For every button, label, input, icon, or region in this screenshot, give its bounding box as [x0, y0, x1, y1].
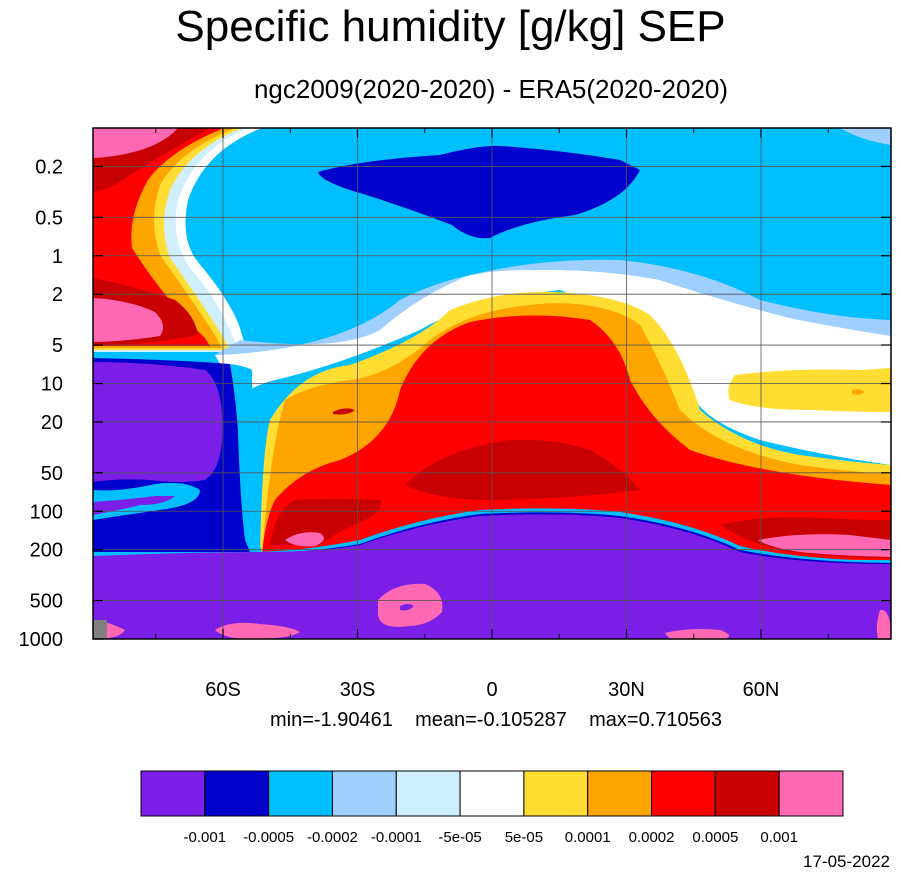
region-trop-red [262, 315, 891, 560]
colorbar: -0.001 -0.0005 -0.0002 -0.0001 -5e-05 5e-05 0.… [140, 770, 844, 846]
y-tick-label: 2 [52, 284, 63, 306]
y-tick-label: 100 [30, 501, 63, 523]
x-axis: 60S 30S 0 30N 60N [155, 128, 829, 701]
region-missing-data [93, 620, 107, 639]
colorbar-swatch [714, 770, 780, 817]
chart-title: Specific humidity [g/kg] SEP [175, 2, 726, 51]
region-trop-darkred-left [270, 499, 381, 545]
colorbar-swatch [140, 770, 206, 817]
x-tick-label: 60S [205, 679, 241, 701]
region-trop-darkred-center [405, 439, 640, 500]
y-tick-label: 10 [41, 374, 63, 396]
colorbar-label: -5e-05 [438, 829, 481, 846]
y-tick-label: 0.5 [35, 207, 63, 229]
colorbar-swatch [268, 770, 333, 817]
colorbar-label: 0.001 [760, 829, 798, 846]
region-left-pink-mid [93, 298, 164, 342]
colorbar-label: -0.0001 [371, 829, 422, 846]
colorbar-swatch [587, 770, 653, 817]
region-upper-right-lightblue [840, 128, 891, 145]
region-lower-pink-rightedge [876, 609, 891, 639]
stats-line: min=-1.90461 mean=-0.105287 max=0.710563 [0, 709, 901, 732]
region-upper-left-pink-top [93, 128, 178, 158]
y-tick-label: 0.2 [35, 156, 63, 178]
colorbar-swatch [778, 770, 844, 817]
stat-mean: mean=-0.105287 [415, 709, 567, 731]
y-tick-label: 1000 [19, 629, 64, 651]
y-tick-label: 20 [41, 412, 63, 434]
colorbar-label: 0.0002 [629, 829, 675, 846]
region-right-orange-dot [852, 389, 865, 395]
x-tick-label: 60N [743, 679, 780, 701]
stat-max: max=0.710563 [589, 709, 723, 731]
region-strat-lightblue-edge [215, 259, 891, 355]
colorbar-swatch [651, 770, 716, 817]
region-right-yellow [728, 368, 891, 412]
colorbar-swatch [395, 770, 461, 817]
colorbar-label: 0.0001 [565, 829, 611, 846]
y-axis: 0.2 0.5 1 2 5 10 20 50 100 200 500 1000 [19, 156, 891, 651]
chart-subtitle: ngc2009(2020-2020) - ERA5(2020-2020) [253, 74, 729, 104]
colorbar-label: -0.0002 [307, 829, 358, 846]
colorbar-swatch [331, 770, 397, 817]
region-trop-pink-left [285, 532, 324, 547]
region-trop-pink-right [758, 534, 891, 557]
x-tick-label: 0 [486, 679, 497, 701]
colorbar-swatch [459, 770, 525, 817]
region-small-darkred-dot [333, 408, 355, 415]
colorbar-swatch [204, 770, 270, 817]
y-tick-label: 50 [41, 463, 63, 485]
region-lower-pink-right [665, 629, 729, 639]
colorbar-label: 0.0005 [692, 829, 738, 846]
region-lower-purple-hole [400, 604, 414, 611]
x-tick-label: 30N [608, 679, 645, 701]
y-tick-label: 1 [52, 246, 63, 268]
y-tick-label: 5 [52, 335, 63, 357]
region-top-darkblue-blob [318, 145, 640, 239]
stat-min: min=-1.90461 [269, 709, 393, 731]
region-lower-pink-left [215, 622, 300, 639]
colorbar-label: -0.0005 [243, 829, 294, 846]
region-left-cyan-edge [230, 364, 262, 553]
y-tick-label: 500 [30, 591, 63, 613]
colorbar-label: -0.001 [184, 829, 227, 846]
region-left-purple-low [93, 496, 175, 515]
date-stamp: 17-05-2022 [803, 852, 890, 871]
y-tick-label: 200 [30, 540, 63, 562]
x-tick-label: 30S [340, 679, 376, 701]
colorbar-label: 5e-05 [505, 829, 543, 846]
colorbar-swatch [523, 770, 589, 817]
